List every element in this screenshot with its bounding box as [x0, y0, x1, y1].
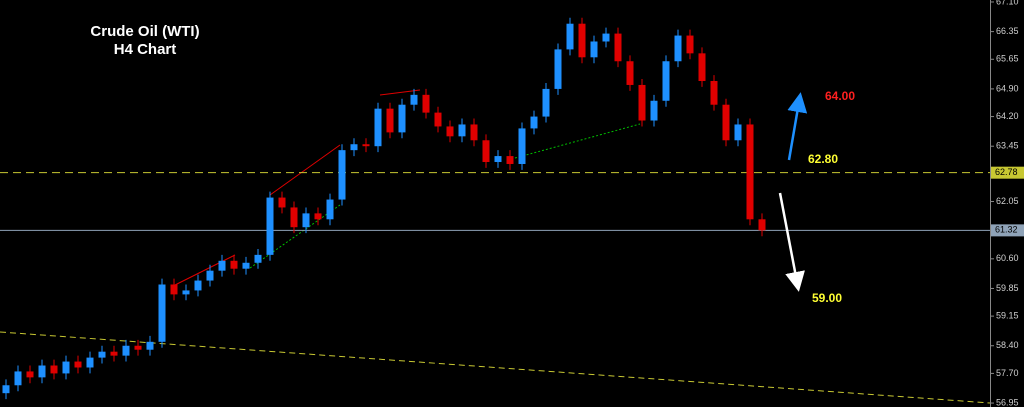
channel-line — [379, 89, 421, 96]
candle-body — [566, 23, 574, 50]
y-tick-label: 56.95 — [996, 397, 1019, 407]
candle-body — [110, 351, 118, 356]
candle-body — [74, 361, 82, 368]
candle-body — [206, 270, 214, 281]
candle-body — [542, 88, 550, 117]
price-axis: 67.10 66.35 65.65 64.90 64.20 63.45 62.05 60.60… — [990, 0, 1024, 407]
candle-body — [374, 108, 382, 147]
candle-body — [134, 345, 142, 350]
candle-body — [62, 361, 70, 374]
y-tick-label: 59.15 — [996, 310, 1019, 320]
candle-body — [686, 35, 694, 54]
price-label: 62.78 — [995, 167, 1018, 177]
candle-body — [698, 53, 706, 82]
candle-body — [290, 207, 298, 228]
candle-body — [674, 35, 682, 62]
candle-body — [518, 128, 526, 164]
price-label: 61.32 — [995, 225, 1018, 235]
candle-body — [326, 199, 334, 220]
candle-body — [254, 254, 262, 263]
candle-body — [470, 124, 478, 141]
candle-body — [2, 385, 10, 394]
down-arrow — [778, 192, 805, 292]
support-line — [514, 123, 641, 159]
price-label-box — [991, 166, 1024, 179]
candle-body — [626, 61, 634, 85]
candle-body — [458, 124, 466, 137]
candle-body — [278, 197, 286, 208]
candle-body — [434, 112, 442, 127]
y-tick-label: 58.40 — [996, 340, 1019, 350]
candle-body — [590, 41, 598, 58]
candle-body — [350, 144, 358, 151]
chart-title: Crude Oil (WTI) — [90, 23, 199, 40]
candle-body — [38, 365, 46, 378]
y-tick-label: 57.70 — [996, 368, 1019, 378]
y-tick-label: 64.20 — [996, 111, 1019, 121]
channel-line — [174, 254, 236, 286]
candle-body — [242, 262, 250, 269]
candle-body — [602, 33, 610, 42]
candle-body — [446, 126, 454, 137]
candle-body — [734, 124, 742, 141]
y-tick-label: 65.65 — [996, 54, 1019, 64]
candle-body — [338, 150, 346, 200]
candle-body — [578, 23, 586, 58]
candle-body — [506, 156, 514, 164]
candle-body — [482, 140, 490, 163]
candle-body — [146, 341, 154, 350]
candle-body — [218, 260, 226, 271]
annotation: 59.00 — [812, 291, 842, 305]
candle-body — [302, 213, 310, 228]
candle-body — [98, 351, 106, 358]
candle-body — [230, 260, 238, 269]
candle-body — [182, 290, 190, 295]
candle-body — [50, 365, 58, 374]
candle-body — [362, 144, 370, 147]
candle-body — [422, 94, 430, 113]
candles — [2, 17, 766, 400]
candle-body — [398, 104, 406, 133]
candle-body — [662, 61, 670, 101]
candle-body — [266, 197, 274, 255]
candle-body — [158, 284, 166, 342]
y-tick-label: 64.90 — [996, 83, 1019, 93]
up-arrow — [787, 92, 808, 161]
y-tick-label: 62.05 — [996, 196, 1019, 206]
channel-line — [269, 144, 341, 196]
candle-body — [410, 94, 418, 105]
candle-body — [530, 116, 538, 129]
y-tick-label: 67.10 — [996, 0, 1019, 6]
candle-body — [638, 84, 646, 121]
y-tick-label: 63.45 — [996, 141, 1019, 151]
candle-body — [746, 124, 754, 220]
y-tick-label: 66.35 — [996, 26, 1019, 36]
y-tick-label: 60.60 — [996, 253, 1019, 263]
candle-body — [386, 108, 394, 133]
candle-body — [554, 49, 562, 89]
candle-body — [26, 371, 34, 378]
candle-body — [86, 357, 94, 368]
chart-subtitle: H4 Chart — [114, 41, 177, 58]
annotation: 64.00 — [825, 89, 855, 103]
candle-body — [722, 104, 730, 141]
candle-body — [758, 219, 766, 231]
candle-body — [650, 100, 658, 121]
candle-body — [710, 81, 718, 105]
candle-body — [194, 280, 202, 291]
candle-body — [14, 371, 22, 386]
candle-body — [614, 33, 622, 62]
y-tick-label: 59.85 — [996, 283, 1019, 293]
annotation: 62.80 — [808, 152, 838, 166]
price-levels — [0, 172, 990, 231]
candle-body — [122, 345, 130, 356]
candle-body — [494, 156, 502, 163]
price-label-box — [991, 224, 1024, 237]
trend-line — [0, 331, 991, 404]
candle-body — [314, 213, 322, 220]
candle-body — [170, 284, 178, 295]
